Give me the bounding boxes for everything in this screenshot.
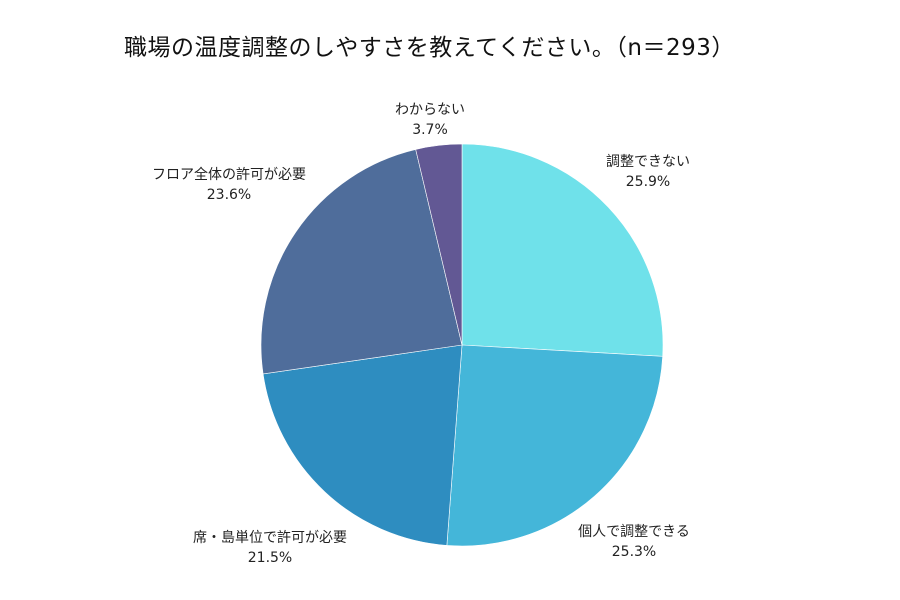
slice-label-percent: 3.7% [412,122,448,138]
slice-label-cannot-adjust: 調整できない 25.9% [606,152,690,192]
slice-label-floor-permission: フロア全体の許可が必要 23.6% [152,165,306,205]
slice-label-seat-permission: 席・島単位で許可が必要 21.5% [193,528,347,568]
slice-label-individual-adjust: 個人で調整できる 25.3% [578,522,690,562]
slice-label-percent: 25.9% [625,174,671,190]
slice-label-name: わからない [395,102,465,118]
slice-label-percent: 25.3% [611,544,657,560]
slice-label-name: 席・島単位で許可が必要 [193,530,347,546]
pie-slice-individual-adjust [446,344,663,547]
slice-label-name: フロア全体の許可が必要 [152,167,306,183]
slice-label-percent: 23.6% [206,187,252,203]
pie-slice-cannot-adjust [461,143,664,357]
slice-label-percent: 21.5% [247,550,293,566]
slice-label-name: 調整できない [606,154,690,170]
pie-slice-unknown [415,143,463,346]
pie-slice-seat-permission [262,344,463,546]
slice-label-name: 個人で調整できる [578,524,690,540]
pie-slice-floor-permission [260,149,463,375]
slice-label-unknown: わからない 3.7% [395,100,465,140]
chart-title: 職場の温度調整のしやすさを教えてください。（n＝293） [124,35,735,61]
